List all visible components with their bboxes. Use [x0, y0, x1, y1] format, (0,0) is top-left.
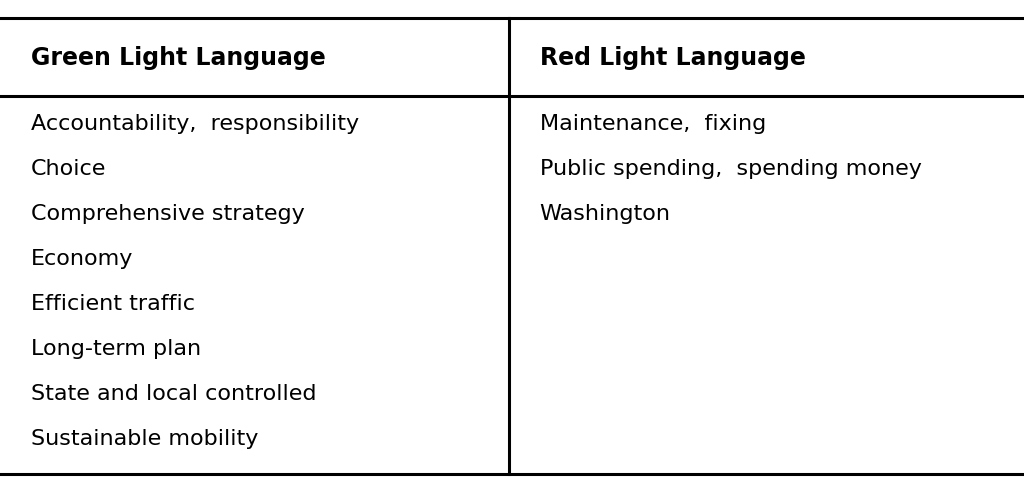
Text: Public spending,  spending money: Public spending, spending money [540, 158, 922, 179]
Text: Accountability,  responsibility: Accountability, responsibility [31, 113, 358, 134]
Text: Maintenance,  fixing: Maintenance, fixing [540, 113, 766, 134]
Text: Efficient traffic: Efficient traffic [31, 293, 195, 314]
Text: Washington: Washington [540, 203, 671, 224]
Text: Long-term plan: Long-term plan [31, 338, 201, 359]
Text: Red Light Language: Red Light Language [540, 46, 806, 70]
Text: Comprehensive strategy: Comprehensive strategy [31, 203, 304, 224]
Text: State and local controlled: State and local controlled [31, 383, 316, 404]
Text: Sustainable mobility: Sustainable mobility [31, 428, 258, 449]
Text: Choice: Choice [31, 158, 106, 179]
Text: Economy: Economy [31, 248, 133, 269]
Text: Green Light Language: Green Light Language [31, 46, 326, 70]
